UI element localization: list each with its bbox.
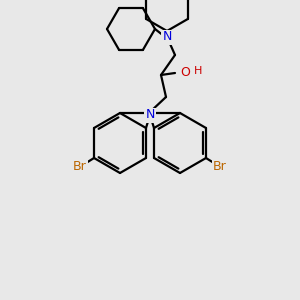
- Text: N: N: [162, 31, 172, 44]
- Text: Br: Br: [73, 160, 87, 172]
- Text: O: O: [180, 67, 190, 80]
- Text: N: N: [145, 109, 155, 122]
- Text: Br: Br: [213, 160, 227, 172]
- Text: H: H: [194, 66, 202, 76]
